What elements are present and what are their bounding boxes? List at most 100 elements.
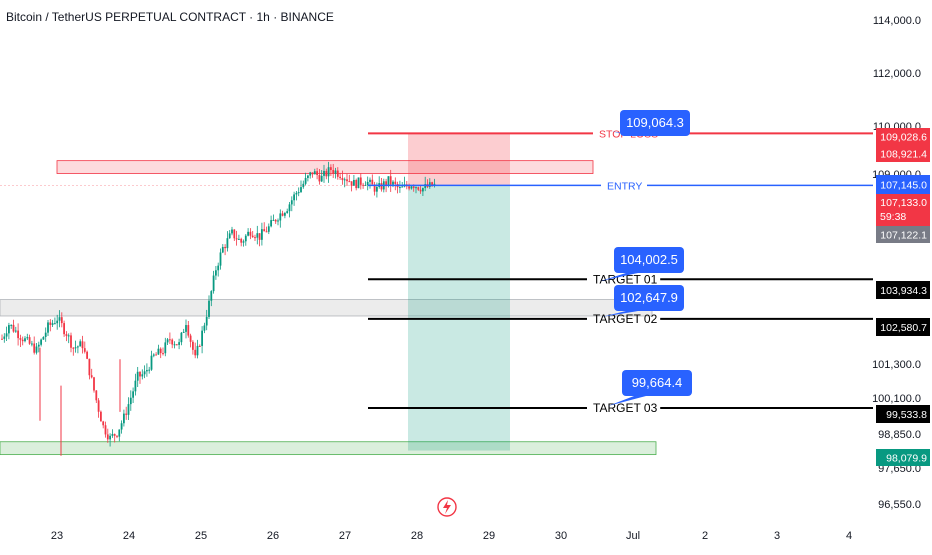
candle-body [203,325,206,331]
candle-body [21,339,24,342]
candle-body [392,181,394,185]
y-tick-label: 98,850.0 [878,429,921,441]
candle-body [401,186,404,188]
candle-body [24,338,26,342]
candle-body [104,425,107,435]
candle-body [327,167,330,177]
candle-body [226,238,229,249]
candle-body [95,390,98,401]
candle-body [127,404,130,415]
candle-body [72,347,75,349]
candle-body [173,344,176,346]
candle-body [261,229,263,240]
candle-body [311,172,314,175]
candle-body [97,400,100,412]
candle-body [339,176,341,179]
candle-body [65,334,68,336]
candle-body [272,219,275,221]
lightning-icon[interactable] [437,497,457,517]
candle-body [169,339,171,341]
candle-body [120,423,123,430]
y-tick-label: 112,000.0 [873,68,921,80]
candle-body [5,333,8,337]
candle-body [215,270,217,276]
support-zone [0,441,657,456]
candle-body [380,183,383,190]
price-callout[interactable]: 109,064.3 [612,110,690,136]
candle-body [274,219,277,222]
candle-body [302,183,305,188]
target-01-label: TARGET 01 [593,272,658,286]
candle-body [330,167,332,171]
candle-body [3,336,6,339]
candle-body [157,348,160,355]
candle-body [100,411,102,422]
candle-body [129,397,132,405]
candle-body [233,229,236,239]
candle-body [132,391,134,398]
candle-body [164,342,167,354]
price-callout[interactable]: 102,647.9 [602,285,684,317]
candle-body [77,346,79,348]
candle-body [350,181,353,186]
x-tick-label: 30 [555,530,567,542]
candle-body [83,348,86,352]
risk-box [408,133,510,186]
candle-body [86,351,88,359]
candle-body [242,241,245,243]
candle-body [251,235,254,238]
price-callout[interactable]: 104,002.5 [600,247,684,282]
candle-body [290,200,293,205]
price-label-callout: 109,028.6 [876,128,930,145]
candle-body [201,330,203,346]
candle-body [297,192,300,194]
candle-body [192,341,194,350]
candle-body [56,320,59,324]
candle-body [10,324,13,326]
candle-body [198,345,201,347]
y-tick-label: 100,100.0 [872,393,921,405]
candle-body [109,435,111,440]
svg-text:109,028.6: 109,028.6 [880,132,927,144]
candle-body [300,187,302,193]
candle-body [143,371,146,375]
candle-body [111,434,114,436]
candle-body [263,229,266,232]
candle-body [385,181,387,186]
candle-body [410,186,413,189]
candle-body [162,353,164,355]
candle-body [194,349,197,356]
candle-body [373,184,376,192]
candle-body [136,371,139,381]
candle-body [139,371,141,377]
candle-body [247,231,249,236]
candle-body [146,370,148,372]
price-callout[interactable]: 99,664.4 [608,370,692,406]
candle-body [159,348,162,354]
candle-body [166,339,169,343]
candle-body [118,429,121,437]
candle-body [208,300,210,317]
callout-value: 102,647.9 [620,290,678,305]
candle-body [399,187,401,189]
candle-body [376,186,378,192]
x-tick-label: 28 [411,530,423,542]
price-label-target-03: 99,533.8 [876,405,930,423]
candle-body [325,170,328,177]
candle-body [113,434,116,436]
candle-body [258,233,261,240]
candle-body [249,231,252,236]
candle-body [334,170,337,174]
target-03-label: TARGET 03 [593,401,658,415]
candle-body [205,316,208,326]
candle-body [178,342,180,345]
candle-body [238,238,240,240]
candle-body [47,322,49,333]
candle-body [8,325,10,334]
candle-body [35,346,38,353]
candle-body [389,176,392,185]
candle-body [70,335,72,348]
candle-body [90,375,93,378]
